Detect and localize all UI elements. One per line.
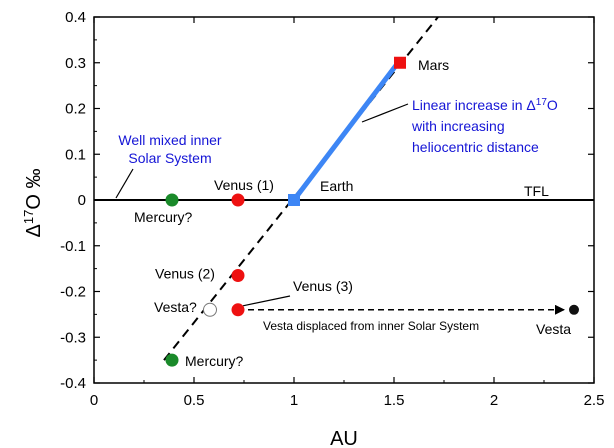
point-label: Earth: [320, 178, 353, 194]
y-tick-label: 0: [78, 192, 86, 209]
linear-increase-label-1: Linear increase in Δ17O: [412, 97, 558, 114]
y-tick-label: 0.3: [65, 55, 86, 72]
point-label: Mercury?: [134, 209, 193, 225]
point-label: Vesta: [536, 321, 571, 337]
axes-layer: 0 0.5 1 1.5 2 2.5 0.4 0.3 0.2 0.1 0 -0.1 -0.2 -0.3 -0.…: [60, 9, 604, 409]
point-vesta: [203, 302, 217, 317]
linear-increase-label-2: with increasing: [411, 118, 505, 134]
well-mixed-pointer: [115, 168, 134, 199]
y-axis-title: Δ17O ‰: [21, 169, 46, 238]
well-mixed-label-1: Well mixed inner: [118, 132, 222, 148]
venus3-pointer: [242, 295, 291, 307]
point-label: Venus (3): [293, 278, 353, 294]
point-mercury: [165, 353, 179, 367]
points-layer: [165, 56, 579, 367]
linear-increase-label-3: heliocentric distance: [412, 139, 539, 155]
point-venus-1: [231, 193, 245, 207]
y-tick-label: -0.4: [60, 375, 86, 392]
point-venus-2: [231, 268, 245, 282]
x-tick-label: 2: [490, 392, 498, 409]
well-mixed-label-2: Solar System: [128, 150, 211, 166]
labels-layer: Mercury? Venus (1) Venus (2) Venus (3) Mercu…: [134, 57, 571, 369]
x-tick-label: 0: [90, 392, 98, 409]
point-label: Venus (2): [155, 265, 215, 281]
x-axis-title: AU: [330, 428, 358, 448]
linear-increase-segment: [292, 61, 400, 202]
linear-increase-pointer: [361, 103, 409, 123]
point-venus-3: [231, 303, 245, 317]
point-mars: [394, 56, 406, 69]
point-label: Mercury?: [185, 353, 244, 369]
x-tick-label: 1.5: [384, 392, 405, 409]
x-tick-label: 0.5: [184, 392, 205, 409]
vesta-displaced-label: Vesta displaced from inner Solar System: [263, 319, 479, 333]
y-tick-label: 0.2: [65, 101, 86, 118]
y-tick-label: -0.3: [60, 329, 86, 346]
y-tick-label: 0.1: [65, 146, 86, 163]
point-mercury: [165, 193, 179, 207]
point-label: Mars: [418, 57, 449, 73]
tfl-label: TFL: [524, 183, 549, 199]
point-vesta: [569, 304, 579, 315]
point-label: Vesta?: [154, 299, 197, 315]
y-tick-label: -0.1: [60, 238, 86, 255]
x-tick-label: 1: [290, 392, 298, 409]
y-tick-label: 0.4: [65, 9, 86, 26]
y-tick-label: -0.2: [60, 284, 86, 301]
x-tick-label: 2.5: [584, 392, 605, 409]
point-label: Venus (1): [214, 177, 274, 193]
point-earth: [288, 194, 300, 206]
